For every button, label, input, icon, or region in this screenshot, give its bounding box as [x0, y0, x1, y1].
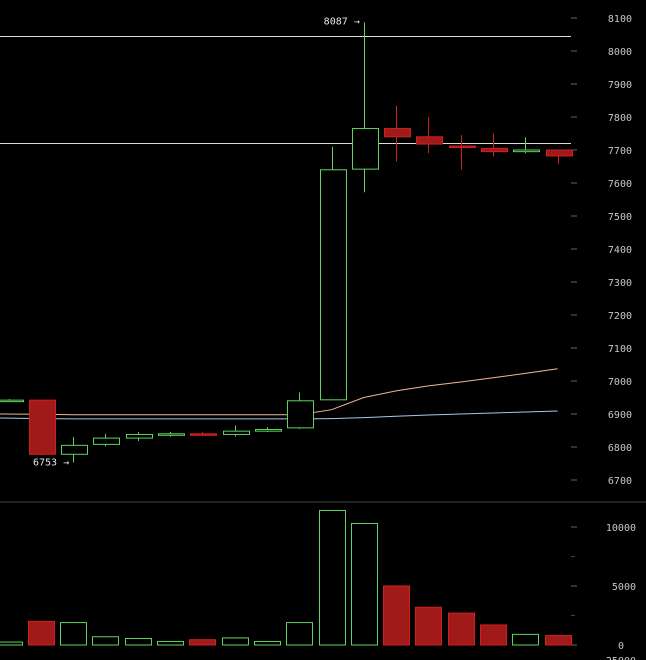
volume-bar-up — [319, 509, 346, 646]
volume-bar-down — [545, 635, 572, 646]
candle — [481, 133, 508, 157]
candle-body-down — [29, 399, 56, 455]
price-tick-label: 8100 — [608, 14, 632, 25]
candle — [255, 427, 282, 433]
price-tick-label: 7800 — [608, 113, 632, 124]
volume-bar-down — [480, 624, 507, 646]
candle — [352, 22, 379, 193]
volume-bar-up — [254, 640, 281, 646]
candle-body-up — [126, 433, 153, 439]
candle — [449, 135, 476, 170]
low-price-annotation: 6753 → — [33, 458, 69, 469]
volume-bar-down — [189, 639, 216, 646]
price-tick-label: 7500 — [608, 212, 632, 223]
moving-average-line — [0, 410, 558, 420]
moving-average-line — [0, 368, 558, 416]
reference-lines — [0, 36, 571, 144]
price-tick-label: 7000 — [608, 377, 632, 388]
candle-body-down — [449, 145, 476, 149]
volume-bars — [0, 509, 572, 646]
price-tick-label: 7700 — [608, 146, 632, 157]
volume-bar-up — [92, 636, 119, 646]
candle — [416, 117, 443, 154]
volume-bar-up — [351, 522, 378, 646]
volume-bar-up — [286, 622, 313, 646]
candle-body-up — [255, 429, 282, 432]
price-tick-label: 6800 — [608, 443, 632, 454]
candle — [158, 431, 185, 437]
candle — [384, 105, 411, 162]
volume-bar-down — [448, 612, 475, 646]
volume-bar-up — [157, 640, 184, 646]
candle — [320, 146, 347, 401]
price-tick-label: 7400 — [608, 245, 632, 256]
volume-bar-down — [383, 585, 410, 646]
moving-average-lines — [0, 368, 558, 420]
candle — [93, 433, 120, 447]
price-tick-label: 7100 — [608, 344, 632, 355]
candle-body-up — [158, 433, 185, 436]
volume-tick-label: 5000 — [612, 582, 636, 593]
candle-body-down — [481, 147, 508, 153]
candle — [546, 149, 573, 164]
candle — [287, 392, 314, 429]
volume-bar-down — [415, 606, 442, 646]
price-tick-label: 7200 — [608, 311, 632, 322]
candle-body-down — [546, 149, 573, 157]
candles — [0, 22, 573, 463]
annotations: 8087 → 6753 → — [33, 16, 360, 468]
candle-body-up — [287, 400, 314, 429]
candle — [61, 437, 88, 463]
candle — [223, 425, 250, 437]
volume-tick-label: 0 — [618, 641, 624, 652]
volume-bar-up — [60, 622, 87, 646]
candle-body-up — [352, 128, 379, 170]
candle — [513, 137, 540, 154]
volume-bar-up — [125, 638, 152, 646]
candle-body-up — [320, 169, 347, 401]
volume-bar-up — [0, 641, 23, 646]
candle-body-up — [513, 149, 540, 153]
price-tick-label: 7900 — [608, 80, 632, 91]
candle-body-up — [0, 399, 24, 403]
volume-bar-up — [222, 637, 249, 646]
candle-body-up — [223, 430, 250, 435]
candle — [29, 399, 56, 456]
candle-body-down — [384, 128, 411, 138]
candle-body-up — [93, 437, 120, 445]
price-tick-label: 8000 — [608, 47, 632, 58]
candle-body-up — [61, 444, 88, 455]
candle-body-down — [190, 433, 217, 436]
volume-tick-label: 10000 — [606, 523, 636, 534]
volume-axis: 0 5000 10000 — [571, 523, 636, 652]
candle-body-down — [416, 136, 443, 145]
candle — [0, 399, 24, 403]
high-price-annotation: 8087 → — [324, 16, 360, 27]
price-axis: 6700 6800 6900 7000 7100 7200 7300 7400 7500 7600… — [571, 14, 632, 487]
candle — [190, 432, 217, 437]
cut-off-volume-label: 25000 — [606, 656, 636, 660]
candle — [126, 432, 153, 442]
volume-bar-up — [512, 633, 539, 646]
price-tick-label: 7600 — [608, 179, 632, 190]
price-tick-label: 7300 — [608, 278, 632, 289]
price-tick-label: 6700 — [608, 476, 632, 487]
volume-bar-down — [28, 620, 55, 646]
price-tick-label: 6900 — [608, 410, 632, 421]
